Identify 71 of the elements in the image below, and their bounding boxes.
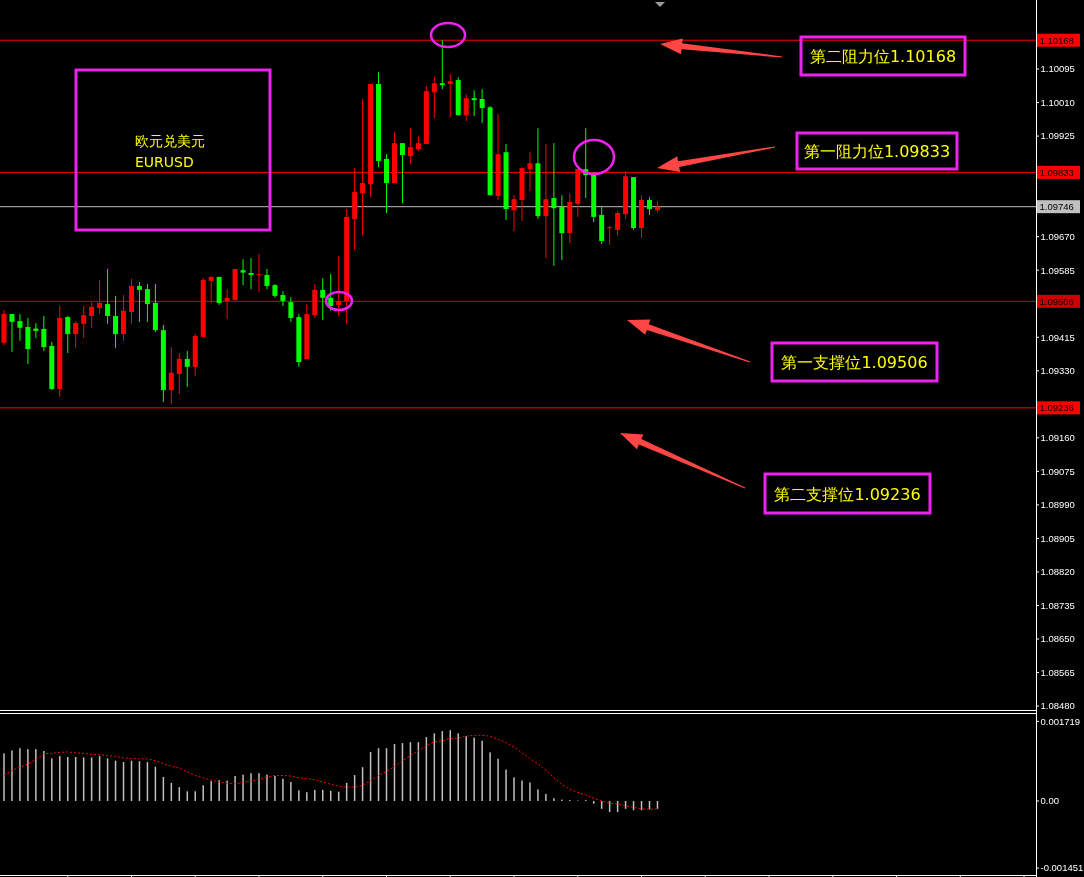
candlestick [113,295,119,349]
candlestick [320,277,326,321]
annotation: 第二支撑位1.09236 [774,484,921,503]
candlestick [328,273,334,312]
candlestick [89,301,95,329]
text: 欧元兑美元 [135,133,205,149]
candlestick [25,317,31,365]
annotation: 第一支撑位1.09506 [781,352,928,372]
y-tick-label: 1.09330 [1040,365,1075,377]
ref-line-label: 1.09506 [1039,295,1074,307]
candlestick [81,305,87,339]
y-tick-label: 1.09585 [1040,264,1075,276]
candlestick [280,290,286,307]
candlestick [41,315,47,352]
candlestick [97,279,103,315]
y-tick-label: 1.09075 [1040,465,1075,477]
text: EURUSD [135,154,194,170]
candlestick [615,210,621,237]
y-tick-label: 1.08565 [1040,666,1075,678]
ref-line-label: 1.09236 [1039,402,1074,414]
annotation: 第一阻力位1.09833 [803,141,951,161]
candlestick [248,257,254,290]
candlestick [399,142,405,204]
y-tick-label: 1.10095 [1040,63,1075,75]
candlestick [240,258,246,286]
annotation: 第二阻力位1.10168 [809,46,957,66]
y-tick-label: 1.09925 [1040,130,1075,142]
candlestick [136,281,142,323]
candlestick [439,39,445,90]
candlestick [121,294,127,342]
candlestick [65,315,71,354]
candlestick [463,93,469,122]
candlestick [208,275,214,304]
candlestick [431,76,437,119]
y-tick-label: 1.08905 [1040,532,1075,544]
candlestick [264,268,270,290]
candlestick [9,313,15,353]
y-tick-label: 1.08480 [1040,700,1075,712]
y-tick-label: 0.001719 [1040,715,1081,727]
y-tick-label: 1.08650 [1040,633,1075,645]
candlestick [336,255,342,317]
candlestick [224,288,230,320]
y-tick-label: 0.00 [1040,795,1059,807]
candlestick [447,73,453,118]
y-tick-label: 1.09160 [1040,432,1075,444]
candlestick [407,127,413,165]
ref-line-label: 1.09746 [1039,201,1074,213]
y-tick-label: 1.09415 [1040,331,1075,343]
y-tick-label: 1.08820 [1040,566,1075,578]
candlestick [288,296,294,323]
candlestick [184,350,190,388]
y-tick-label: 1.09670 [1040,230,1075,242]
candlestick [73,320,79,349]
candlestick [471,89,477,117]
candlestick [168,346,174,405]
y-tick-label: 1.10010 [1040,96,1075,108]
candlestick [105,268,111,325]
y-tick-label: 1.08990 [1040,499,1075,511]
candlestick [176,352,182,395]
candlestick [17,313,23,342]
y-tick-label: 1.08735 [1040,599,1075,611]
candlestick [511,194,517,232]
candlestick [607,225,613,246]
candlestick [551,142,557,267]
line-series [3,734,658,810]
candlestick [144,283,150,323]
ref-line-label: 1.09833 [1039,166,1074,178]
candlestick [256,253,262,293]
ref-line-label: 1.10168 [1039,34,1074,46]
y-tick-label: -0.001451 [1040,862,1084,874]
candlestick [479,88,485,124]
